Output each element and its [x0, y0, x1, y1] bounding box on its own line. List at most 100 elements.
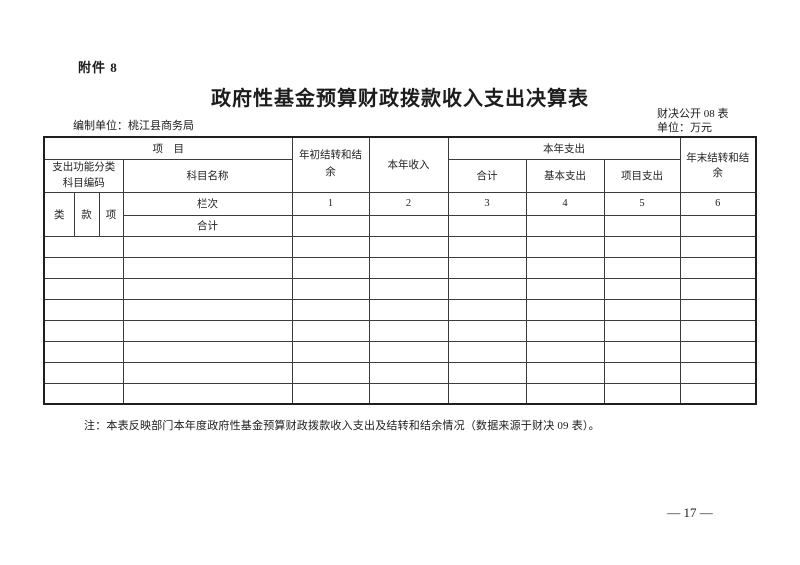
header-code-item: 项	[98, 191, 124, 237]
column-number: 1	[291, 191, 370, 216]
data-cell	[368, 298, 449, 321]
table-row	[43, 382, 757, 405]
data-cell	[368, 256, 449, 279]
prepared-by-label: 编制单位：桃江县商务局	[73, 120, 194, 132]
page-title: 政府性基金预算财政拨款收入支出决算表	[211, 88, 589, 110]
attachment-label: 附件 8	[78, 60, 118, 75]
code-cell	[43, 298, 124, 321]
subject-cell	[122, 235, 293, 258]
table-row	[43, 340, 757, 363]
data-cell	[291, 340, 370, 363]
code-cell	[43, 277, 124, 300]
data-cell	[525, 256, 605, 279]
data-cell	[368, 340, 449, 363]
header-year-expense-group: 本年支出	[447, 136, 681, 160]
data-cell	[291, 256, 370, 279]
data-cell	[679, 319, 757, 342]
data-cell	[447, 277, 527, 300]
table-row	[43, 256, 757, 279]
header-row-2: 支出功能分类 科目编码 科目名称 合计 基本支出 项目支出	[43, 158, 756, 193]
subject-cell	[122, 298, 293, 321]
table-code-label: 财决公开 08 表	[657, 108, 729, 120]
data-cell	[525, 298, 605, 321]
code-cell	[43, 382, 124, 405]
data-cell	[291, 298, 370, 321]
header-year-income: 本年收入	[368, 136, 449, 193]
total-cell	[291, 214, 370, 237]
total-cell	[679, 214, 757, 237]
page-number: — 17 —	[667, 505, 713, 520]
data-cell	[447, 319, 527, 342]
data-cell	[603, 319, 681, 342]
header-column-index-label: 栏次	[122, 191, 293, 216]
header-basic-expense: 基本支出	[525, 158, 605, 193]
data-cell	[603, 340, 681, 363]
header-code-section: 款	[73, 191, 100, 237]
data-cell	[679, 235, 757, 258]
data-cell	[368, 235, 449, 258]
data-cell	[291, 382, 370, 405]
table-row	[43, 361, 757, 384]
code-cell	[43, 340, 124, 363]
column-number: 3	[447, 191, 527, 216]
data-cell	[447, 340, 527, 363]
subject-cell	[122, 361, 293, 384]
data-cell	[679, 340, 757, 363]
budget-table: 项 目 年初结转和结余 本年收入 本年支出 年末结转和结余 支出功能分类 科目编…	[43, 136, 758, 405]
data-cell	[525, 361, 605, 384]
subject-cell	[122, 340, 293, 363]
table-row	[43, 277, 757, 300]
data-cell	[603, 235, 681, 258]
table-row	[43, 298, 757, 321]
total-cell	[368, 214, 449, 237]
data-cell	[368, 361, 449, 384]
data-cell	[368, 382, 449, 405]
header-row-1: 项 目 年初结转和结余 本年收入 本年支出 年末结转和结余	[43, 136, 757, 193]
header-end-balance: 年末结转和结余	[679, 136, 757, 193]
data-cell	[603, 361, 681, 384]
data-cell	[291, 235, 370, 258]
header-begin-balance: 年初结转和结余	[291, 136, 370, 193]
subject-cell	[122, 319, 293, 342]
header-expense-total: 合计	[447, 158, 527, 193]
data-cell	[447, 256, 527, 279]
data-cell	[603, 298, 681, 321]
data-cell	[679, 277, 757, 300]
column-number: 5	[603, 191, 681, 216]
unit-label: 单位：万元	[657, 122, 712, 134]
data-cell	[447, 235, 527, 258]
data-cell	[603, 382, 681, 405]
data-cell	[603, 277, 681, 300]
code-cell	[43, 361, 124, 384]
total-row-label: 合计	[122, 214, 293, 237]
table-row	[43, 235, 757, 258]
header-item-group: 项 目	[43, 136, 293, 160]
total-cell	[447, 214, 527, 237]
header-project-expense: 项目支出	[603, 158, 681, 193]
data-cell	[679, 382, 757, 405]
data-cell	[525, 277, 605, 300]
data-cell	[679, 256, 757, 279]
column-number: 4	[525, 191, 605, 216]
code-cell	[43, 256, 124, 279]
data-cell	[447, 382, 527, 405]
data-cell	[291, 361, 370, 384]
data-cell	[368, 277, 449, 300]
column-number: 6	[679, 191, 757, 216]
data-cell	[447, 298, 527, 321]
data-cell	[679, 298, 757, 321]
code-cell	[43, 319, 124, 342]
subject-cell	[122, 256, 293, 279]
code-cell	[43, 235, 124, 258]
subject-cell	[122, 382, 293, 405]
data-cell	[368, 319, 449, 342]
data-cell	[291, 319, 370, 342]
header-func-code: 支出功能分类 科目编码	[43, 158, 124, 193]
subject-cell	[122, 277, 293, 300]
data-cell	[525, 319, 605, 342]
data-cell	[603, 256, 681, 279]
data-cell	[525, 382, 605, 405]
data-cell	[679, 361, 757, 384]
total-cell	[603, 214, 681, 237]
